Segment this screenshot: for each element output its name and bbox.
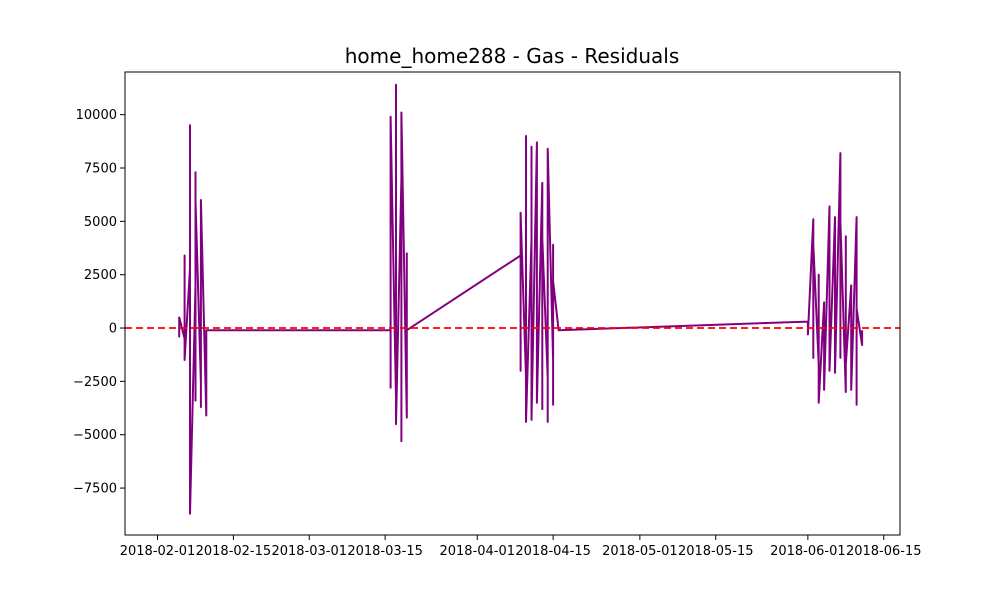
chart-title: home_home288 - Gas - Residuals [345, 44, 680, 68]
x-tick-label: 2018-02-01 [120, 544, 196, 559]
axes: 2018-02-01 2018-02-15 2018-03-01 2018-03-15… [73, 71, 922, 559]
x-tick-label: 2018-06-15 [846, 544, 922, 559]
x-tick-label: 2018-02-15 [196, 544, 272, 559]
x-tick-label: 2018-03-15 [347, 544, 423, 559]
y-tick-label: 7500 [84, 162, 117, 177]
y-tick-label: −7500 [73, 482, 117, 497]
y-tick-label: −2500 [73, 375, 117, 390]
y-tick-label: 2500 [84, 268, 117, 283]
series-line [178, 83, 864, 515]
axes-frame [124, 71, 901, 536]
y-tick-label: 10000 [76, 108, 117, 123]
plot-area [125, 83, 900, 515]
x-tick-label: 2018-05-01 [602, 544, 678, 559]
x-tick-label: 2018-05-15 [678, 544, 754, 559]
x-tick-label: 2018-06-01 [770, 544, 846, 559]
y-tick-label: −5000 [73, 428, 117, 443]
x-tick-label: 2018-04-01 [439, 544, 515, 559]
x-tick-label: 2018-04-15 [515, 544, 591, 559]
y-tick-label: 0 [109, 322, 117, 337]
y-tick-label: 5000 [84, 215, 117, 230]
x-tick-label: 2018-03-01 [271, 544, 347, 559]
